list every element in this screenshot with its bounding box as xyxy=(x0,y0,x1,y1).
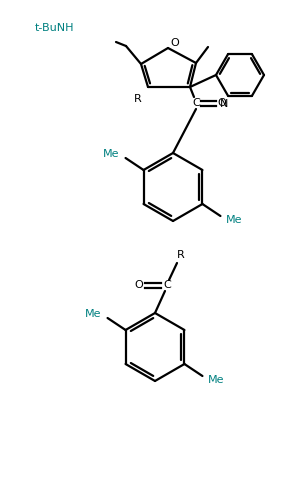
Text: O: O xyxy=(135,280,143,290)
Text: Me: Me xyxy=(85,309,102,319)
Text: O: O xyxy=(218,98,226,108)
Text: Me: Me xyxy=(226,215,243,225)
Text: O: O xyxy=(171,38,179,48)
Text: t-BuNH: t-BuNH xyxy=(35,23,75,33)
Text: C: C xyxy=(192,98,200,108)
Text: R: R xyxy=(134,94,142,104)
Text: R: R xyxy=(177,250,185,260)
Text: C: C xyxy=(163,280,171,290)
Text: N: N xyxy=(220,99,228,109)
Text: Me: Me xyxy=(208,375,225,385)
Text: Me: Me xyxy=(103,149,120,159)
